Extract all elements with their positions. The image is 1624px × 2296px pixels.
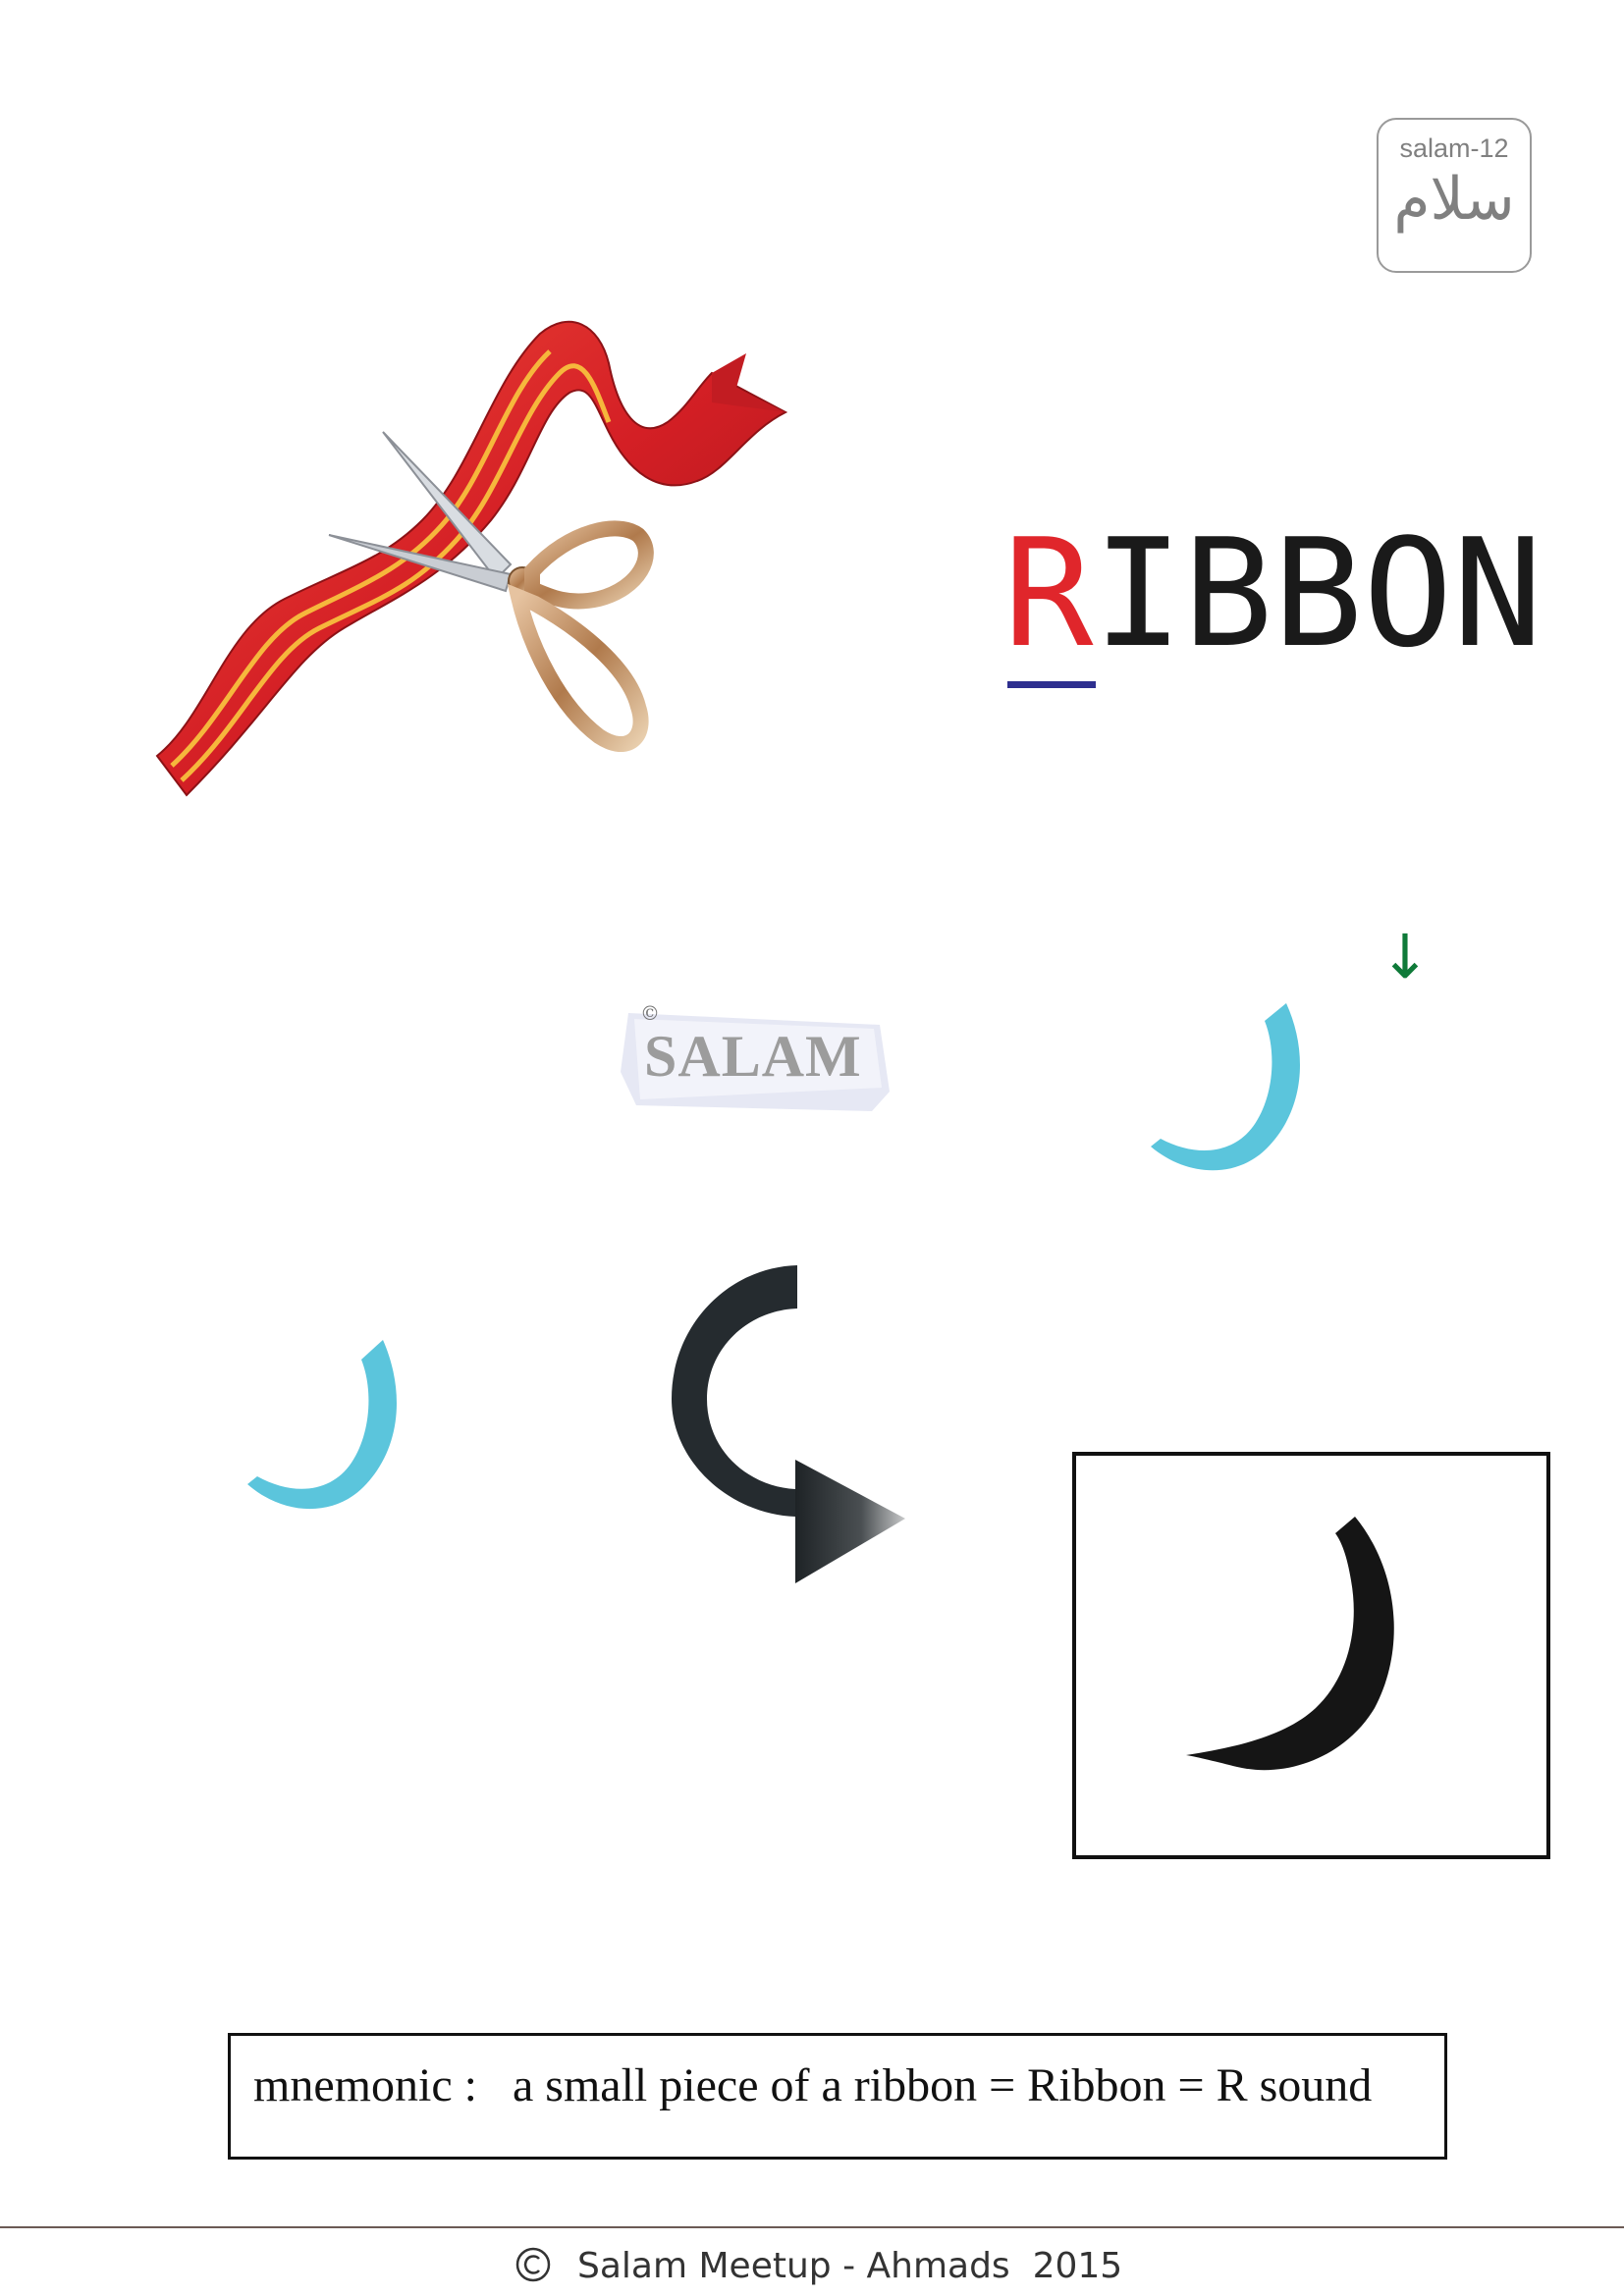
mnemonic-text: mnemonic : a small piece of a ribbon = R… (253, 2059, 1373, 2111)
mnemonic-box (228, 2033, 1447, 2160)
watermark-copyright: © (640, 1001, 660, 1025)
curved-arrow-icon (672, 1265, 905, 1583)
badge-arabic-word: سلام (1393, 165, 1515, 234)
letter-ra-light-top (1151, 1003, 1300, 1171)
watermark-background (621, 1013, 890, 1111)
first-letter-underline (1007, 681, 1096, 688)
badge-code: salam-12 (1399, 133, 1509, 163)
down-arrow-icon: ↓ (1380, 921, 1431, 992)
ribbon-scissors-illustration (155, 320, 788, 797)
word-rest: IBBON (1093, 507, 1543, 680)
vocabulary-word: RIBBON (1003, 506, 1543, 682)
salam-badge: salam-12 سلام (1377, 118, 1532, 273)
letter-ra-light-left (247, 1340, 397, 1510)
word-first-letter: R (1003, 507, 1094, 680)
footer-divider (0, 2226, 1624, 2228)
watermark-text: SALAM (644, 1024, 862, 1089)
copyright-icon (515, 2247, 551, 2282)
letter-ra-large (1186, 1517, 1394, 1771)
footer-credit: Salam Meetup - Ahmads 2015 (577, 2246, 1123, 2286)
letter-frame (1072, 1452, 1550, 1859)
